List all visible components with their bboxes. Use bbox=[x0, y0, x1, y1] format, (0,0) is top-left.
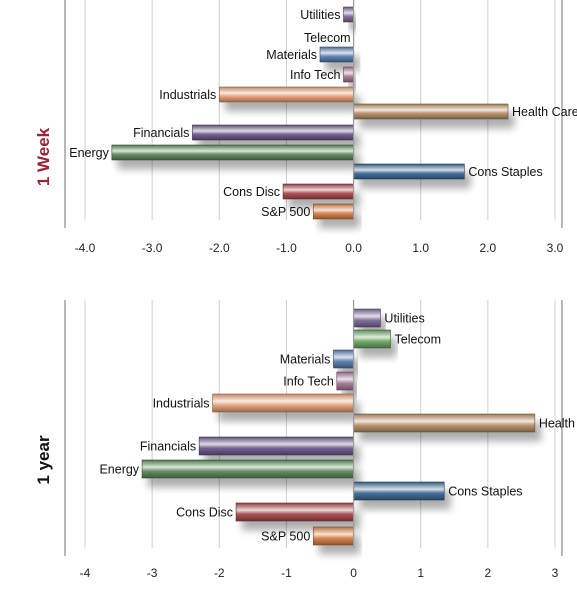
year-bar-utilities bbox=[353, 308, 381, 328]
year-bar-industrials bbox=[212, 393, 354, 413]
year-label-sp-500: S&P 500 bbox=[261, 530, 310, 544]
year-side-label: 1 year bbox=[34, 435, 53, 485]
year-x-tick-label: 3 bbox=[552, 566, 559, 580]
year-label-industrials: Industrials bbox=[153, 397, 210, 411]
year-label-info-tech: Info Tech bbox=[283, 375, 334, 389]
year-label-cons-disc: Cons Disc bbox=[176, 506, 233, 520]
week-x-tick-label: 2.0 bbox=[480, 241, 497, 255]
week-x-tick-label: 1.0 bbox=[412, 241, 429, 255]
year-bar-sp-500 bbox=[312, 526, 354, 546]
week-x-tick-label: -2.0 bbox=[209, 241, 230, 255]
week-bar-utilities bbox=[343, 6, 354, 23]
week-x-tick-label: -4.0 bbox=[75, 241, 96, 255]
year-x-tick-label: 2 bbox=[485, 566, 492, 580]
week-chart: -4.0 -3.0 -2.0 -1.0 0.0 1.0 2.0 3.0 Utilities Tel… bbox=[64, 0, 577, 255]
week-x-tick-label: 0.0 bbox=[345, 241, 362, 255]
week-label-cons-disc: Cons Disc bbox=[223, 185, 280, 199]
week-bar-sp-500 bbox=[312, 203, 354, 220]
week-bar-industrials bbox=[218, 86, 354, 103]
year-bar-telecom bbox=[353, 329, 391, 349]
year-label-cons-staples: Cons Staples bbox=[448, 485, 522, 499]
week-bar-energy bbox=[111, 144, 354, 161]
week-bar-cons-staples bbox=[353, 163, 465, 180]
week-label-health-care: Health Care bbox=[512, 105, 577, 119]
year-label-health-care: Health Care bbox=[539, 417, 577, 431]
year-bar-cons-staples bbox=[353, 481, 445, 501]
week-bar-financials bbox=[192, 124, 354, 141]
week-label-industrials: Industrials bbox=[159, 88, 216, 102]
week-label-energy: Energy bbox=[69, 146, 109, 160]
week-label-info-tech: Info Tech bbox=[290, 68, 341, 82]
year-chart: -4 -3 -2 -1 0 1 2 3 Utilities Telecom Materials Inf… bbox=[64, 300, 577, 580]
year-x-tick-label: -2 bbox=[214, 566, 225, 580]
year-x-tick-label: 1 bbox=[417, 566, 424, 580]
week-label-sp-500: S&P 500 bbox=[261, 205, 310, 219]
year-bar-health-care bbox=[353, 413, 536, 433]
week-label-utilities: Utilities bbox=[300, 8, 340, 22]
year-label-materials: Materials bbox=[280, 353, 331, 367]
year-x-tick-label: 0 bbox=[350, 566, 357, 580]
year-bar-materials bbox=[333, 349, 354, 369]
year-bar-info-tech bbox=[336, 371, 354, 391]
week-label-cons-staples: Cons Staples bbox=[468, 165, 542, 179]
week-bar-cons-disc bbox=[282, 183, 354, 200]
year-label-utilities: Utilities bbox=[384, 312, 424, 326]
week-side-label: 1 Week bbox=[34, 127, 53, 187]
year-label-telecom: Telecom bbox=[395, 333, 442, 347]
week-bar-health-care bbox=[353, 103, 509, 120]
year-bar-energy bbox=[141, 459, 354, 479]
week-x-tick-label: -3.0 bbox=[142, 241, 163, 255]
week-label-financials: Financials bbox=[133, 126, 189, 140]
week-bar-info-tech bbox=[343, 66, 354, 83]
year-label-energy: Energy bbox=[99, 463, 139, 477]
year-x-tick-label: -1 bbox=[281, 566, 292, 580]
year-bar-financials bbox=[198, 436, 354, 456]
week-label-telecom: Telecom bbox=[304, 31, 351, 45]
year-bar-cons-disc bbox=[235, 502, 354, 522]
year-x-tick-label: -3 bbox=[147, 566, 158, 580]
year-label-financials: Financials bbox=[140, 440, 196, 454]
week-label-materials: Materials bbox=[266, 48, 317, 62]
week-x-tick-label: 3.0 bbox=[547, 241, 564, 255]
week-x-tick-label: -1.0 bbox=[276, 241, 297, 255]
year-x-tick-label: -4 bbox=[80, 566, 91, 580]
week-bar-materials bbox=[319, 46, 354, 63]
